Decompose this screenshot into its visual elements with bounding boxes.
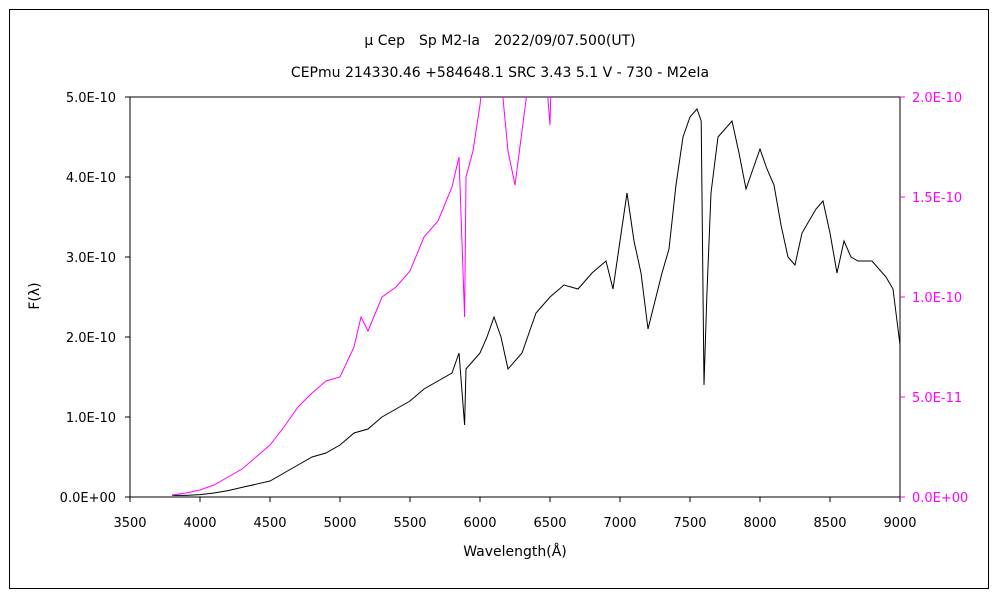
x-tick-label: 4500 [253,516,286,531]
x-tick-label: 5000 [323,516,356,531]
y-tick-label: 0.0E+00 [60,491,116,506]
x-axis-label: Wavelength(Å) [463,544,567,560]
x-tick-label: 7500 [673,516,706,531]
series-line-right [171,97,552,496]
series-line-left [172,108,900,496]
y2-tick-label: 2.0E-10 [912,91,962,106]
y2-tick-label: 0.0E+00 [912,491,968,506]
chart-frame [9,9,989,589]
x-tick-label: 5500 [393,516,426,531]
x-tick-label: 6000 [463,516,496,531]
chart-title: μ Cep Sp M2-Ia 2022/09/07.500(UT) [364,33,636,49]
y2-tick-label: 1.5E-10 [912,191,962,206]
y2-tick-label: 5.0E-11 [912,391,962,406]
x-tick-label: 4000 [183,516,216,531]
x-tick-label: 8000 [743,516,776,531]
chart-subtitle: CEPmu 214330.46 +584648.1 SRC 3.43 5.1 V… [290,65,710,81]
y-tick-label: 3.0E-10 [66,251,116,266]
plot-border [129,96,901,498]
y-tick-label: 4.0E-10 [66,171,116,186]
x-tick-label: 7000 [603,516,636,531]
x-tick-label: 8500 [813,516,846,531]
x-tick-label: 3500 [113,516,146,531]
y-tick-label: 2.0E-10 [66,331,116,346]
x-tick-label: 9000 [883,516,916,531]
y-tick-label: 5.0E-10 [66,91,116,106]
y-tick-label: 1.0E-10 [66,411,116,426]
x-tick-label: 6500 [533,516,566,531]
y2-tick-label: 1.0E-10 [912,291,962,306]
